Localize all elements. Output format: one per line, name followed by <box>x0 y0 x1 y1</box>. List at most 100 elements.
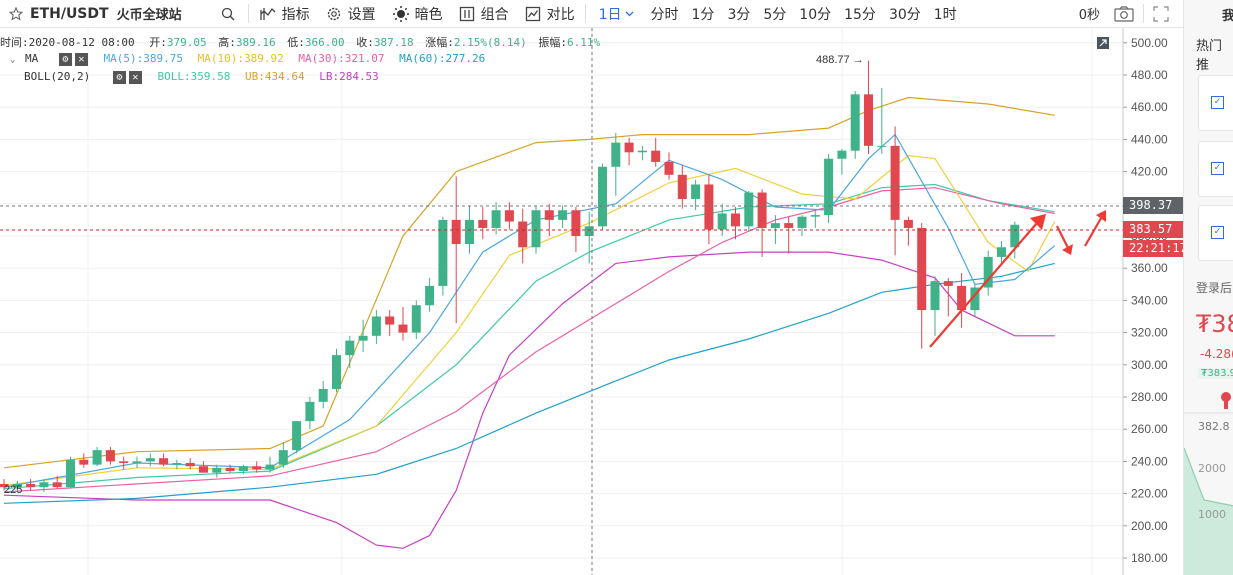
close-icon[interactable]: ✕ <box>128 70 142 84</box>
candle-up <box>438 219 448 286</box>
candle-up <box>358 335 368 341</box>
interval-option-1h[interactable]: 1时 <box>934 0 957 27</box>
close-icon[interactable]: ✕ <box>74 52 88 66</box>
candle-up <box>797 216 807 228</box>
interval-label: 30分 <box>888 6 921 23</box>
candle-up <box>877 145 887 147</box>
countdown-time: 22:21:17 <box>1129 241 1187 255</box>
high-label: 高: <box>218 36 236 49</box>
candle-up <box>371 316 381 336</box>
low-label: 低: <box>287 36 305 49</box>
interval-option-10m[interactable]: 10分 <box>799 0 831 27</box>
star-icon[interactable] <box>8 6 24 21</box>
layout-icon <box>459 6 475 22</box>
interval-option-15m[interactable]: 15分 <box>844 0 876 27</box>
candle-down <box>79 459 89 465</box>
interval-dropdown[interactable]: 1日 <box>599 0 634 27</box>
axis-tick-label: 280.00 <box>1131 390 1168 404</box>
login-hint[interactable]: 登录后 <box>1196 281 1233 295</box>
search-icon[interactable] <box>218 7 238 21</box>
checkbox-icon[interactable]: ✓ <box>1211 226 1224 239</box>
crosshair-price: 398.37 <box>1129 198 1173 212</box>
candle-down <box>957 285 967 311</box>
candle-down <box>0 483 9 488</box>
candle-up <box>770 223 780 228</box>
fullscreen-icon[interactable] <box>1153 5 1169 22</box>
axis-tick-label: 480.00 <box>1131 68 1168 82</box>
combine-button[interactable]: 组合 <box>459 0 509 27</box>
sidebar-header[interactable]: 我 <box>1222 5 1233 24</box>
candle-down <box>903 219 913 228</box>
candle-up <box>691 184 701 199</box>
gear-icon[interactable]: ⚙ <box>112 70 126 84</box>
ma10-line <box>3 154 1056 487</box>
candle-up <box>39 482 49 488</box>
hot-card-1[interactable]: ✓EE <box>1198 75 1233 131</box>
ma10-value: MA(10):389.92 <box>197 52 284 65</box>
hot-card-3[interactable]: ✓EE <box>1198 205 1233 261</box>
checkbox-icon[interactable]: ✓ <box>1211 96 1224 109</box>
candle-up <box>238 466 248 472</box>
candle-down <box>398 324 408 333</box>
interval-active-label: 1日 <box>598 6 622 23</box>
time-readout: 时间:2020-08-12 08:00 <box>0 36 135 49</box>
ma-legend: ⌄ MA ⚙ ✕ MA(5):389.75 MA(10):389.92 MA(30… <box>10 52 485 66</box>
candles <box>0 60 1020 492</box>
camera-icon[interactable] <box>1114 5 1134 22</box>
candle-down <box>890 145 900 220</box>
candle-down <box>664 161 674 175</box>
interval-label: 1分 <box>691 6 715 23</box>
settings-button[interactable]: 设置 <box>326 0 376 27</box>
compare-button[interactable]: 对比 <box>525 0 575 27</box>
interval-label: 15分 <box>844 6 876 23</box>
collapse-icon[interactable]: ⌄ <box>10 55 16 65</box>
mini-area <box>1184 448 1233 575</box>
candle-up <box>332 355 341 389</box>
candle-down <box>159 458 169 465</box>
ma30-value: MA(30):321.07 <box>298 52 385 65</box>
indicators-label: 指标 <box>281 6 310 23</box>
interval-option-5m[interactable]: 5分 <box>763 0 786 27</box>
axis-tick-label: 300.00 <box>1131 358 1168 372</box>
candle-up <box>411 305 421 333</box>
axis-tick-label: 200.00 <box>1131 519 1168 533</box>
ma60-line <box>3 262 1055 504</box>
sun-icon <box>392 5 410 23</box>
dark-mode-button[interactable]: 暗色 <box>392 0 443 27</box>
candle-down <box>677 174 687 199</box>
trend-arrow-up <box>929 215 1044 348</box>
candle-down <box>105 450 115 462</box>
toolbar-divider <box>584 4 586 23</box>
candle-down <box>225 467 235 472</box>
grid <box>0 28 1123 575</box>
indicators-button[interactable]: 指标 <box>259 0 310 27</box>
forecast-arrow-up <box>1084 212 1105 247</box>
mini-low: 382.8 <box>1198 420 1230 433</box>
symbol-selector[interactable]: ETH/USDT 火币全球站 <box>0 0 182 27</box>
candle-down <box>704 184 714 230</box>
candle-down <box>864 94 873 146</box>
interval-option-1m[interactable]: 1分 <box>692 0 715 27</box>
compare-icon <box>525 6 541 22</box>
exchange-name: 火币全球站 <box>116 8 182 23</box>
candle-up <box>983 256 993 288</box>
candle-up <box>12 483 22 488</box>
boll-legend: BOLL(20,2) ⚙ ✕ BOLL:359.58 UB:434.64 LB:2… <box>24 70 379 84</box>
interval-option-30m[interactable]: 30分 <box>889 0 921 27</box>
symbol-name: ETH/USDT <box>30 5 109 22</box>
countdown: 0秒 <box>1079 0 1100 27</box>
candle-down <box>52 482 62 488</box>
overlays: 488.77 → 225 <box>0 28 1123 575</box>
checkbox-icon[interactable]: ✓ <box>1211 162 1224 175</box>
interval-option-3m[interactable]: 3分 <box>727 0 750 27</box>
candle-up <box>92 450 102 465</box>
candle-up <box>305 401 315 422</box>
candle-up <box>491 210 501 228</box>
gear-icon[interactable]: ⚙ <box>58 52 72 66</box>
price-axis: 180.00 200.00 220.00 240.00 260.00 280.00 300.… <box>1122 28 1168 575</box>
hot-card-2[interactable]: ✓EG <box>1198 141 1233 197</box>
candlestick-chart[interactable]: 488.77 → 225 180.00 200.00 220.00 240.00 260.… <box>0 28 1183 575</box>
interval-option-minute-line[interactable]: 分时 <box>651 0 679 27</box>
max-price-marker: 488.77 → <box>816 54 864 66</box>
candle-up <box>531 210 541 248</box>
